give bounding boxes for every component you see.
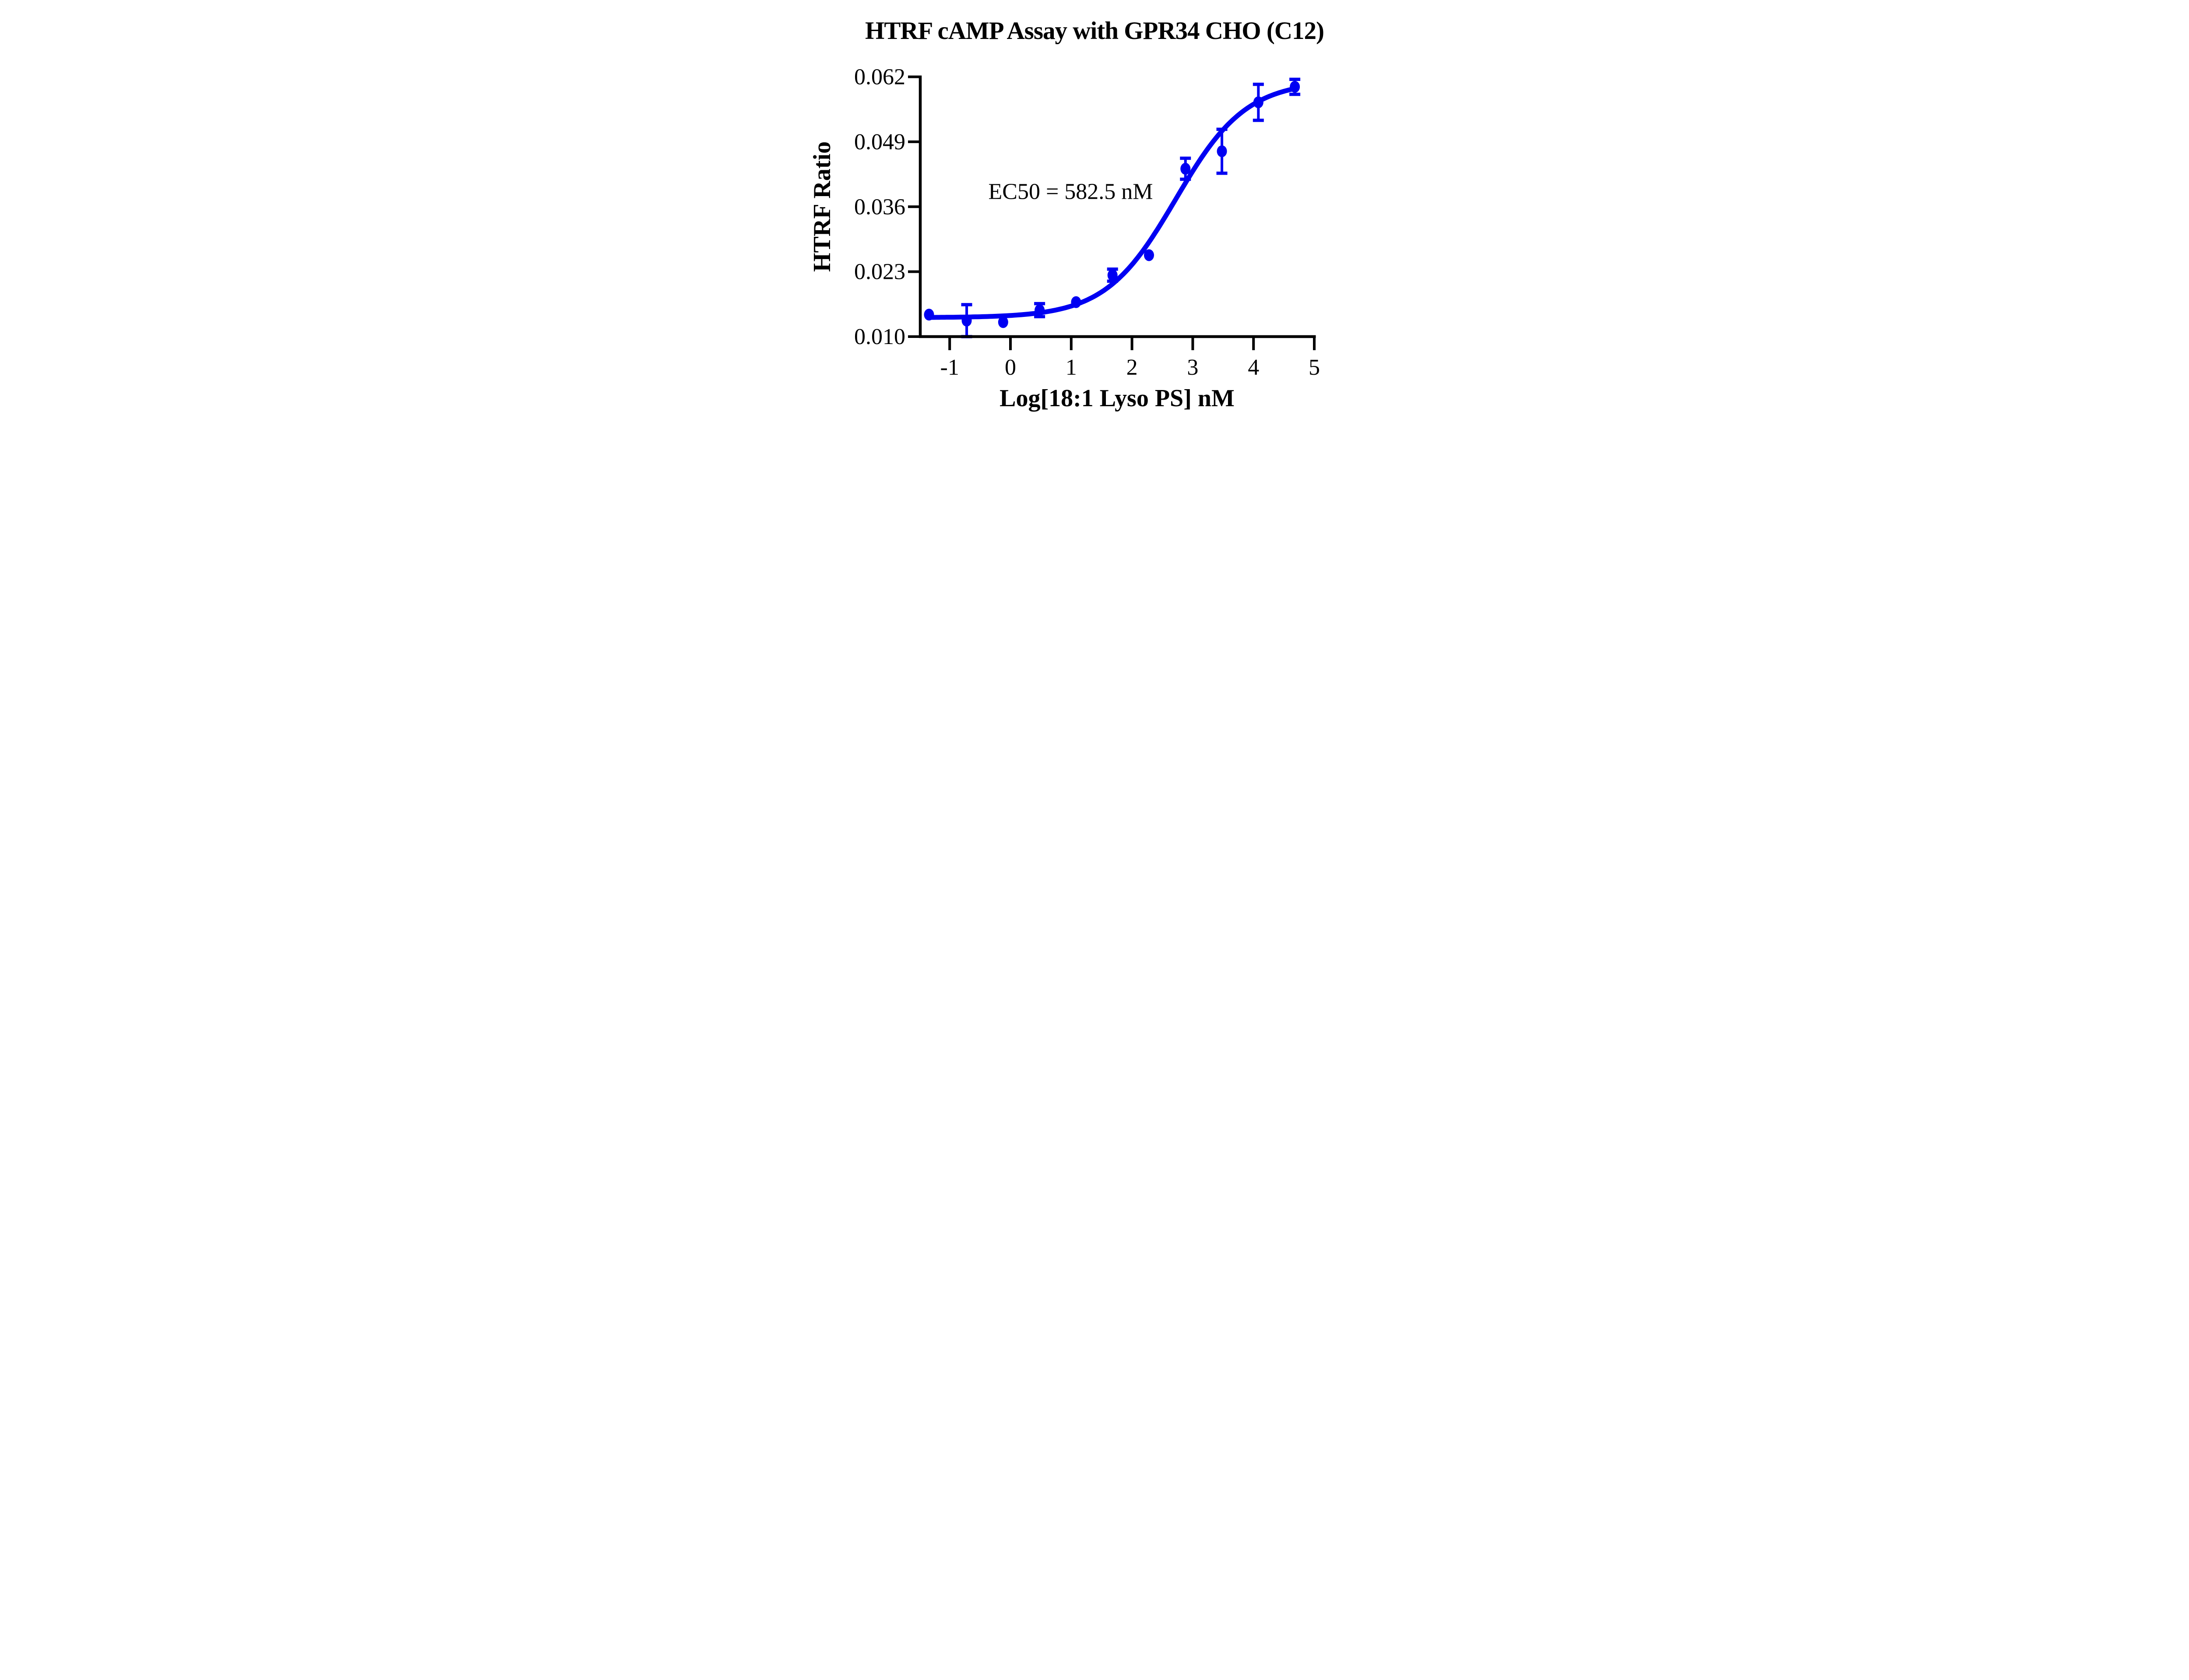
plot-area: -1 0 1 2 3 4 5 0.010 0.023 0.036 0.049 0.062 — [854, 65, 1320, 380]
data-point — [1144, 249, 1154, 261]
x-tick-label: 3 — [1187, 355, 1198, 380]
data-point — [1070, 296, 1081, 308]
data-point — [1253, 96, 1263, 109]
data-point — [1107, 269, 1118, 281]
data-point — [1034, 304, 1045, 316]
x-tick-label: -1 — [940, 355, 959, 380]
x-tick-label: 0 — [1005, 355, 1016, 380]
x-tick-label: 2 — [1126, 355, 1137, 380]
data-point — [961, 314, 972, 327]
x-tick-label: 1 — [1065, 355, 1077, 380]
y-tick-label: 0.023 — [854, 260, 905, 285]
y-tick-label: 0.049 — [854, 130, 905, 155]
x-tick-label: 5 — [1309, 355, 1320, 380]
y-tick-label: 0.010 — [854, 324, 905, 349]
y-tick-label: 0.062 — [854, 65, 905, 90]
chart-title: HTRF cAMP Assay with GPR34 CHO (C12) — [865, 17, 1324, 45]
y-tick-label: 0.036 — [854, 194, 905, 219]
data-point — [1180, 163, 1190, 175]
data-point — [1289, 81, 1300, 93]
fit-curve — [926, 86, 1299, 320]
dose-response-figure: -1 0 1 2 3 4 5 0.010 0.023 0.036 0.049 0.062 HTRF c… — [802, 0, 1387, 420]
data-point — [998, 316, 1008, 328]
data-point — [1217, 145, 1227, 158]
data-point — [924, 309, 934, 321]
ec50-annotation: EC50 = 582.5 nM — [988, 179, 1153, 204]
x-tick-label: 4 — [1248, 355, 1259, 380]
y-axis-title: HTRF Ratio — [808, 141, 836, 272]
x-axis-title: Log[18:1 Lyso PS] nM — [999, 385, 1235, 412]
